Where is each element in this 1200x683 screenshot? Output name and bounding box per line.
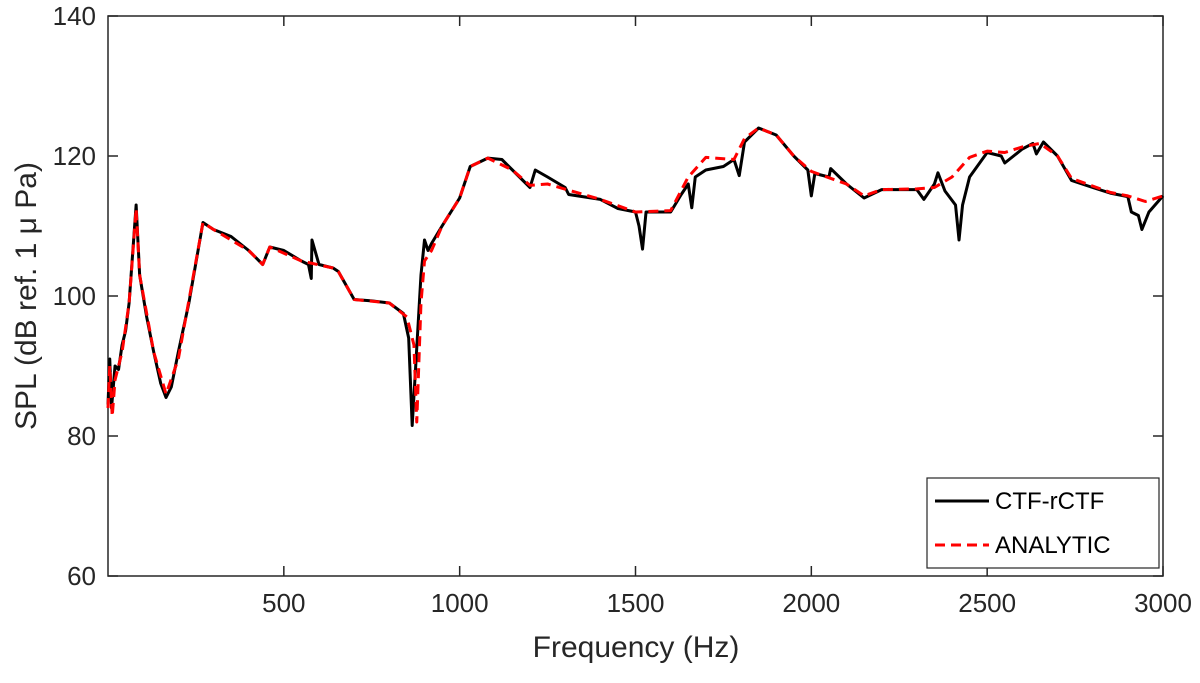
plot-frame [107,15,1164,577]
x-tick-label: 2500 [958,588,1016,618]
y-tick-label: 80 [67,421,96,451]
series-line [106,126,1165,427]
x-tick-label: 1500 [607,588,665,618]
y-axis-label: SPL (dB ref. 1 μ Pa) [10,162,43,430]
y-tick-label: 100 [53,281,96,311]
x-tick-label: 2000 [782,588,840,618]
legend-label: CTF-rCTF [995,488,1104,515]
y-tick-label: 60 [67,561,96,591]
x-axis-label: Frequency (Hz) [533,631,740,664]
y-tick-label: 140 [53,1,96,31]
legend-label: ANALYTIC [995,532,1111,559]
legend: CTF-rCTF ANALYTIC [926,477,1160,569]
legend-box [926,477,1160,569]
y-tick-label: 120 [53,141,96,171]
series-line [106,126,1164,424]
x-tick-label: 3000 [1134,588,1192,618]
x-tick-label: 500 [262,588,305,618]
x-tick-label: 1000 [431,588,489,618]
